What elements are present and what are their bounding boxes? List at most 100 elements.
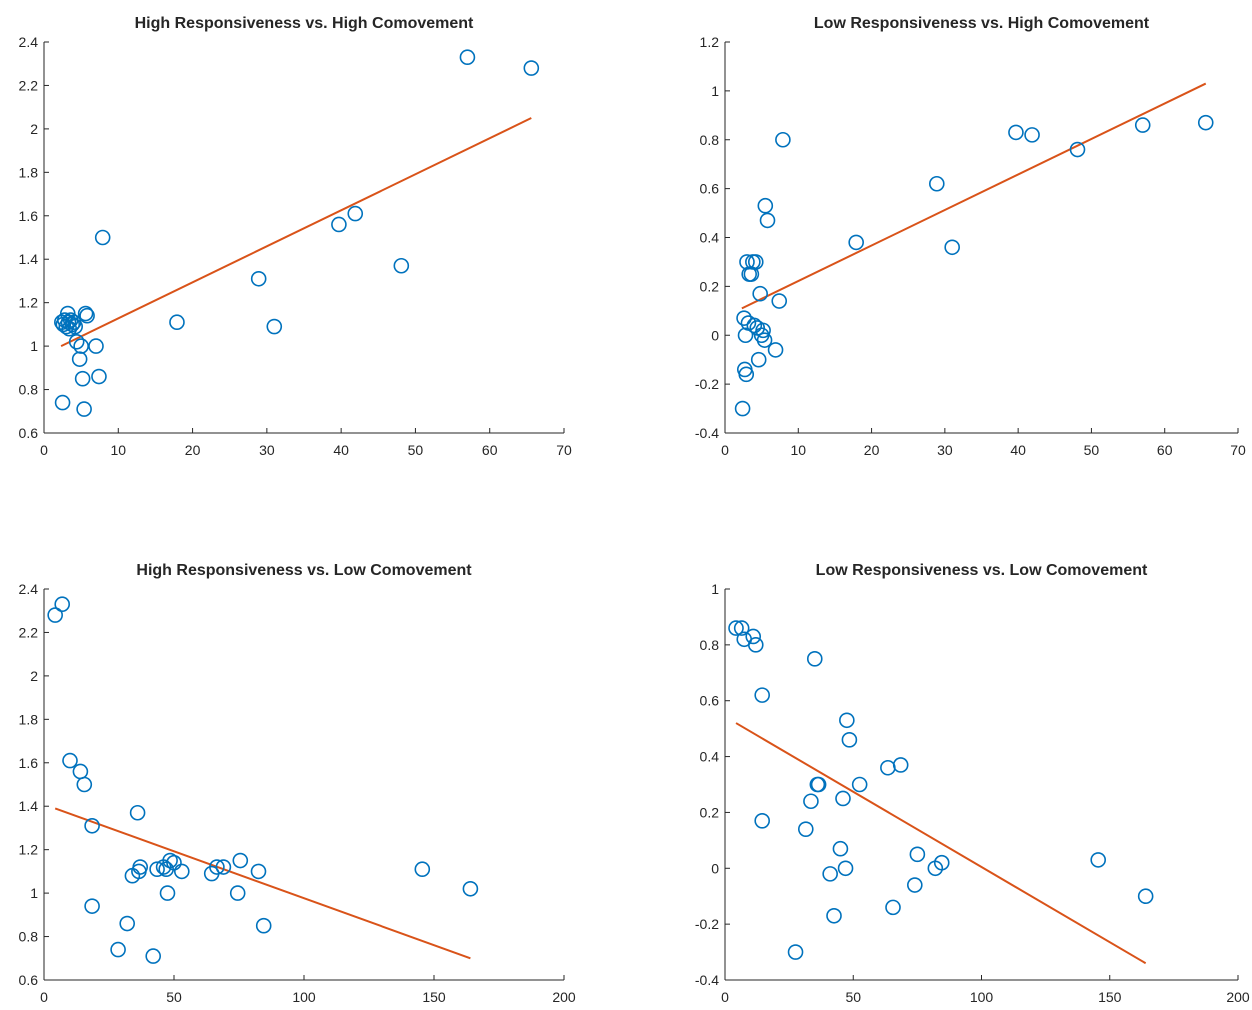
fit-line <box>741 82 1207 310</box>
data-point <box>839 712 855 729</box>
data-point <box>907 877 923 893</box>
chart-title: Low Responsiveness vs. Low Comovement <box>816 562 1148 579</box>
data-point <box>523 60 540 76</box>
x-tick-label: 100 <box>292 989 316 1005</box>
data-point <box>880 759 896 776</box>
y-tick-label: 0.6 <box>19 425 39 441</box>
data-point <box>787 944 804 960</box>
data-point <box>414 861 431 878</box>
data-point <box>129 804 146 821</box>
data-point <box>775 131 791 148</box>
data-point <box>747 254 764 270</box>
fit-line <box>60 117 532 348</box>
y-tick-label: 0.8 <box>19 382 39 398</box>
y-tick-label: -0.4 <box>695 972 719 988</box>
x-tick-label: 0 <box>721 442 729 458</box>
x-tick-label: 40 <box>1010 442 1026 458</box>
data-point <box>72 763 89 780</box>
data-point <box>229 885 246 901</box>
x-tick-label: 150 <box>1098 989 1122 1005</box>
data-point <box>68 333 85 350</box>
data-point <box>84 898 100 914</box>
data-point <box>62 752 78 769</box>
data-point <box>736 310 752 326</box>
x-tick-label: 50 <box>1084 442 1100 458</box>
data-point <box>67 318 83 335</box>
data-point <box>1197 114 1214 131</box>
x-tick-label: 10 <box>110 442 126 458</box>
y-tick-label: 1.2 <box>19 295 39 311</box>
y-tick-label: 1 <box>711 83 719 99</box>
x-tick-label: 30 <box>259 442 275 458</box>
x-tick-label: 200 <box>552 989 576 1005</box>
data-point <box>734 400 751 417</box>
x-tick-label: 200 <box>1226 989 1250 1005</box>
data-point <box>145 948 161 964</box>
chart-low-resp-low-comov: Low Responsiveness vs. Low Comovement 0 5… <box>695 562 1250 1005</box>
data-point <box>1134 117 1151 133</box>
fit-line <box>54 807 471 960</box>
data-point <box>1024 127 1040 143</box>
data-point <box>74 370 91 387</box>
chart-title: Low Responsiveness vs. High Comovement <box>814 15 1150 32</box>
data-point <box>73 338 89 354</box>
chart-title: High Responsiveness vs. High Comovement <box>135 15 474 32</box>
data-point <box>810 776 827 793</box>
data-point <box>119 915 135 932</box>
data-point <box>132 859 148 875</box>
data-point <box>756 332 773 348</box>
x-tick-label: 20 <box>864 442 880 458</box>
x-tick-label: 0 <box>721 989 729 1005</box>
data-point <box>110 941 126 958</box>
data-point <box>88 338 104 354</box>
x-tick-label: 50 <box>845 989 861 1005</box>
y-tick-label: 0.4 <box>700 749 720 765</box>
data-point <box>759 212 776 229</box>
data-point <box>64 316 81 333</box>
data-point <box>728 620 744 636</box>
data-point <box>71 351 88 367</box>
data-point <box>76 776 93 793</box>
data-point <box>209 859 225 875</box>
x-tick-label: 20 <box>185 442 201 458</box>
data-point <box>822 866 838 882</box>
data-point <box>166 854 182 871</box>
y-tick-label: 1.2 <box>700 34 720 50</box>
chart-high-resp-high-comov: High Responsiveness vs. High Comovement … <box>19 15 572 458</box>
data-point <box>1137 888 1154 905</box>
data-point <box>806 651 823 667</box>
data-point <box>754 813 770 829</box>
x-tick-label: 0 <box>40 989 48 1005</box>
y-tick-label: 1 <box>711 581 719 597</box>
x-tick-label: 70 <box>556 442 572 458</box>
data-point <box>737 327 754 344</box>
data-point <box>837 860 854 877</box>
data-point <box>757 197 774 214</box>
x-tick-label: 50 <box>166 989 182 1005</box>
data-point <box>752 285 768 302</box>
x-tick-label: 10 <box>790 442 806 458</box>
data-point <box>771 293 788 309</box>
y-tick-label: 1.2 <box>19 842 39 858</box>
x-tick-label: 40 <box>333 442 349 458</box>
data-point <box>1069 141 1086 158</box>
data-point <box>174 863 190 880</box>
data-point <box>832 840 849 857</box>
data-point <box>797 821 814 837</box>
data-point <box>944 239 960 256</box>
data-point <box>803 793 819 810</box>
data-point <box>266 318 283 335</box>
y-tick-label: 1.8 <box>19 164 39 180</box>
data-point <box>459 49 476 66</box>
data-point <box>848 234 864 251</box>
data-point <box>928 175 945 192</box>
data-point <box>767 342 784 358</box>
data-point <box>91 368 107 385</box>
chart-title: High Responsiveness vs. Low Comovement <box>136 562 472 579</box>
data-point <box>76 401 92 417</box>
fit-line <box>735 722 1147 965</box>
data-point <box>835 790 851 807</box>
y-tick-label: 0.8 <box>19 929 39 945</box>
data-point <box>250 270 267 287</box>
y-tick-label: 1 <box>30 885 38 901</box>
